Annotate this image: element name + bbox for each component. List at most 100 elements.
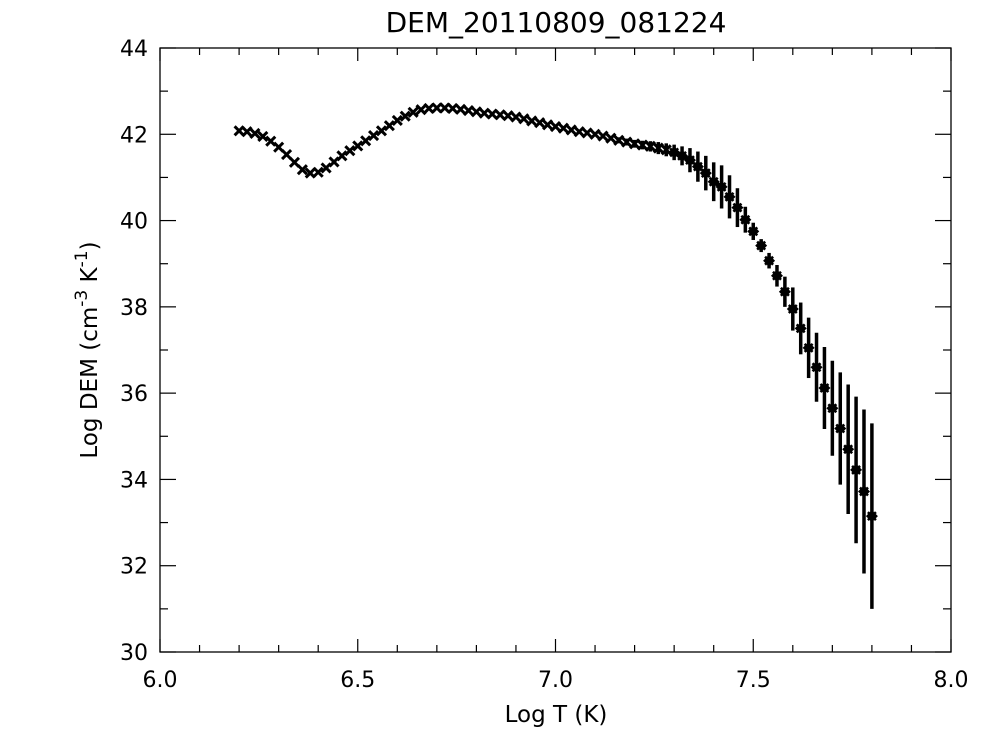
data-point-x bbox=[581, 127, 593, 139]
data-point-x bbox=[470, 106, 482, 118]
data-point-stroke bbox=[375, 125, 388, 137]
data-point-stroke bbox=[644, 140, 656, 152]
data-point-stroke bbox=[407, 106, 419, 118]
error-bars bbox=[617, 137, 874, 609]
y-tick-label: 36 bbox=[120, 382, 148, 407]
data-point-x bbox=[636, 139, 649, 151]
data-point-stroke bbox=[573, 126, 585, 138]
data-point-stroke bbox=[589, 128, 601, 140]
data-point-stroke bbox=[470, 106, 482, 118]
data-point-x bbox=[605, 132, 617, 144]
data-point-diamond bbox=[707, 175, 720, 188]
data-point-stroke bbox=[542, 119, 554, 131]
data-point-diamond bbox=[747, 225, 760, 238]
data-point-x bbox=[510, 111, 522, 123]
data-point-stroke bbox=[708, 176, 719, 187]
data-point-x bbox=[652, 142, 664, 154]
data-point-diamond bbox=[691, 160, 704, 173]
data-point-diamond bbox=[763, 254, 776, 267]
data-point-stroke bbox=[518, 113, 530, 125]
data-point-stroke bbox=[502, 110, 514, 122]
y-tick-label: 42 bbox=[120, 123, 148, 148]
data-point-stroke bbox=[772, 270, 782, 281]
data-point-x bbox=[573, 126, 585, 138]
data-point-x bbox=[629, 138, 641, 150]
data-point-diamond bbox=[715, 180, 728, 193]
data-point-stroke bbox=[312, 166, 324, 178]
data-point-stroke bbox=[391, 114, 403, 127]
y-tick-label: 34 bbox=[120, 468, 148, 493]
data-point-stroke bbox=[304, 167, 316, 179]
data-point-x bbox=[613, 134, 625, 146]
y-axis-label-part-1: Log DEM (cm bbox=[77, 307, 103, 459]
x-tick-label: 6.5 bbox=[340, 668, 375, 693]
data-point-diamond bbox=[770, 269, 783, 282]
data-point-stroke bbox=[257, 130, 269, 143]
data-point-x bbox=[549, 120, 562, 133]
axis-ticks bbox=[159, 47, 952, 653]
data-point-stroke bbox=[273, 141, 285, 153]
data-point-diamond bbox=[834, 422, 847, 435]
data-point-stroke bbox=[288, 156, 301, 168]
data-point-stroke bbox=[740, 214, 751, 225]
data-point-stroke bbox=[780, 286, 790, 297]
data-point-x bbox=[241, 126, 253, 138]
data-point-stroke bbox=[669, 147, 680, 158]
y-axis-label-part-3: ) bbox=[77, 241, 103, 250]
data-point-stroke bbox=[557, 122, 569, 134]
data-point-stroke bbox=[280, 149, 293, 161]
data-point-stroke bbox=[636, 139, 649, 151]
y-tick-label: 30 bbox=[120, 641, 148, 666]
data-point-x bbox=[296, 164, 308, 176]
data-point-x bbox=[273, 141, 285, 153]
y-axis-label-exp-2: -1 bbox=[72, 250, 92, 267]
data-point-diamond bbox=[818, 381, 831, 394]
data-point-stroke bbox=[787, 304, 798, 314]
data-point-stroke bbox=[716, 182, 727, 192]
data-point-stroke bbox=[423, 102, 435, 114]
data-point-diamond bbox=[857, 485, 870, 498]
data-point-x bbox=[597, 130, 609, 142]
data-point-x bbox=[565, 124, 577, 136]
data-point-stroke bbox=[803, 342, 814, 353]
data-point-stroke bbox=[819, 383, 830, 393]
data-point-stroke bbox=[462, 104, 475, 117]
data-point-stroke bbox=[368, 130, 380, 142]
data-point-diamond bbox=[850, 463, 863, 476]
data-point-x bbox=[455, 103, 467, 115]
data-point-stroke bbox=[629, 138, 641, 150]
data-point-stroke bbox=[360, 135, 372, 147]
data-point-stroke bbox=[621, 136, 633, 148]
data-point-x bbox=[352, 140, 364, 152]
data-point-stroke bbox=[344, 145, 356, 157]
data-point-diamond bbox=[683, 154, 696, 167]
data-point-stroke bbox=[455, 103, 467, 115]
y-tick-label: 40 bbox=[120, 210, 148, 235]
data-point-diamond bbox=[802, 341, 815, 354]
data-point-stroke bbox=[605, 132, 617, 144]
data-point-stroke bbox=[352, 140, 364, 152]
data-point-stroke bbox=[685, 155, 695, 166]
data-point-x bbox=[542, 119, 554, 131]
data-point-x bbox=[368, 130, 380, 142]
data-point-x bbox=[249, 127, 261, 139]
data-point-diamond bbox=[794, 322, 807, 335]
data-point-x bbox=[391, 114, 403, 127]
data-point-stroke bbox=[660, 144, 672, 156]
data-point-stroke bbox=[415, 104, 427, 116]
x-tick-label: 6.0 bbox=[143, 668, 178, 693]
data-point-x bbox=[462, 104, 475, 117]
data-point-x bbox=[518, 113, 530, 125]
data-point-x bbox=[375, 125, 388, 137]
data-point-diamond bbox=[786, 303, 799, 316]
data-point-diamond bbox=[778, 285, 791, 298]
data-point-x bbox=[644, 140, 656, 152]
data-point-diamond bbox=[723, 190, 736, 203]
data-point-stroke bbox=[851, 465, 861, 475]
data-point-diamond bbox=[676, 149, 689, 162]
y-axis-label-part-2: K bbox=[77, 266, 103, 289]
data-point-stroke bbox=[510, 111, 522, 123]
data-point-diamond bbox=[865, 510, 878, 523]
x-axis-label: Log T (K) bbox=[505, 702, 608, 728]
